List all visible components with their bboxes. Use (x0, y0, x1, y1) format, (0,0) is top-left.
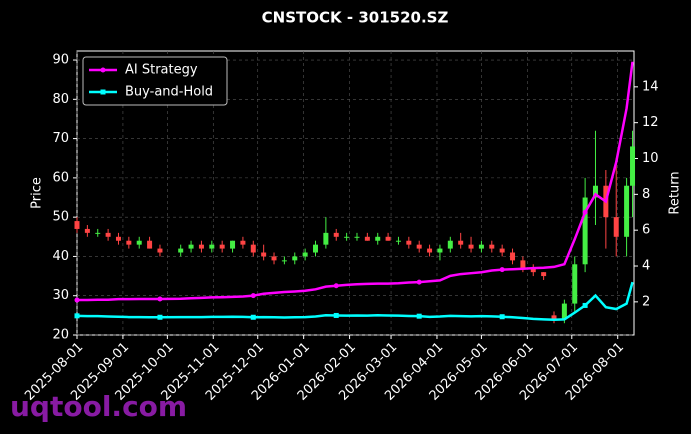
legend-label: Buy-and-Hold (125, 85, 213, 100)
candle-body (530, 268, 536, 273)
watermark: uqtool.com (10, 390, 187, 423)
candle-body (489, 244, 495, 249)
candle-body (447, 240, 453, 249)
candle-body (126, 240, 132, 245)
y-tick-label: 70 (52, 131, 69, 146)
y2-tick-label: 4 (642, 259, 650, 274)
legend-marker (100, 67, 106, 73)
y-tick-label: 80 (52, 92, 69, 107)
y-tick-label: 50 (52, 210, 69, 225)
candle-body (375, 236, 381, 241)
candle-body (354, 236, 360, 238)
candle-body (219, 244, 225, 249)
candle-body (385, 236, 391, 241)
candle-body (458, 240, 464, 245)
series-marker (499, 314, 505, 320)
candle-body (468, 244, 474, 249)
series-marker (333, 283, 339, 289)
candle-body (333, 232, 339, 237)
candle-body (84, 228, 90, 233)
candle-body (188, 244, 194, 249)
candle-body (271, 256, 277, 261)
candle-body (572, 264, 578, 304)
candle-body (395, 240, 401, 242)
candle-body (240, 240, 246, 245)
y2-tick-label: 2 (642, 294, 650, 309)
candle-body (115, 236, 121, 241)
y2-tick-label: 12 (642, 115, 659, 130)
candle-body (136, 240, 142, 245)
candle-body (344, 236, 350, 238)
candle-body (510, 252, 516, 261)
y2-tick-label: 10 (642, 151, 659, 166)
candle-body (250, 244, 256, 253)
series-marker (582, 209, 588, 215)
y-axis-label: Price (30, 177, 45, 209)
candle-body (261, 252, 267, 257)
candle-body (499, 248, 505, 253)
series-marker (157, 314, 163, 320)
series-marker (157, 296, 163, 302)
candle-body (198, 244, 204, 249)
candle-body (613, 217, 619, 237)
candle-body (292, 256, 298, 261)
series-marker (74, 297, 80, 303)
candle-body (624, 185, 630, 237)
y2-axis-label: Return (668, 171, 683, 214)
candle-body (630, 146, 636, 186)
y-tick-label: 30 (52, 288, 69, 303)
series-marker (582, 302, 588, 308)
legend-marker (100, 89, 106, 95)
candle-body (406, 240, 412, 245)
candle-body (478, 244, 484, 249)
legend-box (82, 56, 228, 106)
candle-body (582, 197, 588, 265)
candle-body (437, 248, 443, 253)
candle-body (157, 248, 163, 253)
candle-body (323, 232, 329, 245)
candle-body (281, 260, 287, 262)
candle-body (302, 252, 308, 257)
y-tick-label: 20 (52, 328, 69, 343)
series-marker (250, 314, 256, 320)
series-line (77, 61, 634, 302)
candle-body (427, 248, 433, 253)
series-marker (499, 267, 505, 273)
y-tick-label: 40 (52, 249, 69, 264)
candle-body (147, 240, 153, 249)
candle-body (541, 272, 547, 277)
y-tick-label: 60 (52, 170, 69, 185)
candle-body (105, 232, 111, 237)
y2-tick-label: 6 (642, 223, 650, 238)
series-marker (416, 313, 422, 319)
series-line (76, 281, 634, 322)
candle-body (95, 232, 101, 234)
candle-body (74, 221, 80, 229)
candle-body (551, 315, 557, 320)
legend: AI Strategy Buy-and-Hold (82, 56, 228, 106)
y-tick-label: 90 (52, 53, 69, 68)
candle-body (313, 244, 319, 253)
candle-body (561, 303, 567, 320)
candle-body (209, 244, 215, 249)
chart-title: CNSTOCK - 301520.SZ (262, 9, 449, 27)
candle-body (178, 248, 184, 253)
candle-body (230, 240, 236, 249)
series-marker (250, 293, 256, 299)
series-marker (416, 279, 422, 285)
legend-label: AI Strategy (125, 63, 198, 78)
series-marker (74, 313, 80, 319)
candle-body (416, 244, 422, 249)
candle-body (364, 236, 370, 241)
series-marker (333, 312, 339, 318)
y2-tick-label: 8 (642, 187, 650, 202)
candle-body (520, 260, 526, 269)
candle-body (592, 185, 598, 198)
y2-tick-label: 14 (642, 79, 659, 94)
